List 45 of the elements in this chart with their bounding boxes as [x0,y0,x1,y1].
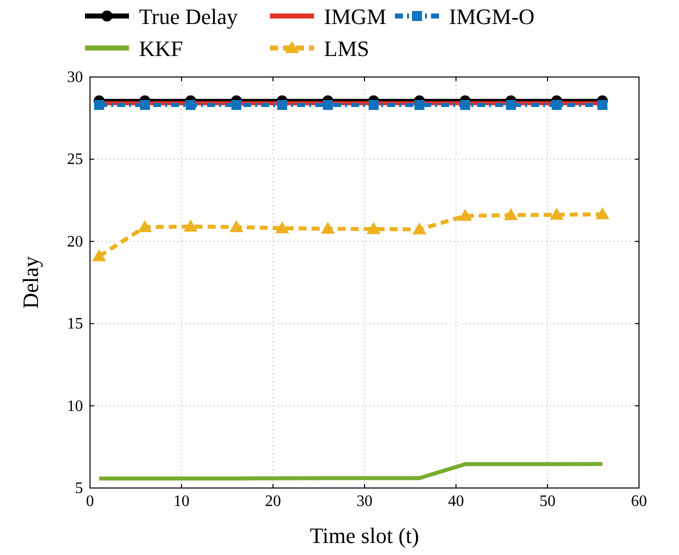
y-tick-label: 20 [67,233,83,250]
y-tick-label: 5 [75,480,83,497]
point [504,208,518,220]
point [414,100,424,110]
point [368,100,379,110]
x-axis-title: Time slot (t) [310,523,420,548]
x-tick-label: 20 [265,493,281,510]
point [94,100,104,110]
point [458,208,472,221]
point [366,222,381,234]
legend-label: IMGM [324,4,386,29]
point [231,100,242,110]
x-tick-label: 30 [356,493,372,510]
legend-label: True Delay [139,4,238,29]
point [186,100,196,110]
point [412,222,426,234]
y-tick-label: 10 [67,398,83,415]
x-tick-label: 0 [86,493,94,510]
y-tick-label: 30 [67,69,83,86]
point [140,100,150,110]
x-tick-label: 10 [174,493,190,510]
x-tick-label: 50 [540,493,556,510]
line-series [97,462,604,480]
legend-label: IMGM-O [449,4,535,29]
legend-label: KKF [139,36,184,61]
y-tick-label: 15 [67,316,83,333]
x-tick-label: 40 [448,493,464,510]
point [184,220,198,232]
point [550,208,564,220]
point [92,249,106,262]
point [229,220,244,232]
x-tick-label: 60 [631,493,647,510]
point [597,100,608,110]
y-axis-title: Delay [18,256,43,309]
legend-label: LMS [324,36,370,61]
point [552,100,562,110]
point [506,100,516,110]
point [595,207,610,220]
y-tick-label: 25 [67,151,83,168]
point [322,100,333,110]
point [320,222,335,234]
point [460,100,470,110]
point [277,100,288,110]
point [138,220,152,232]
point [275,221,290,234]
